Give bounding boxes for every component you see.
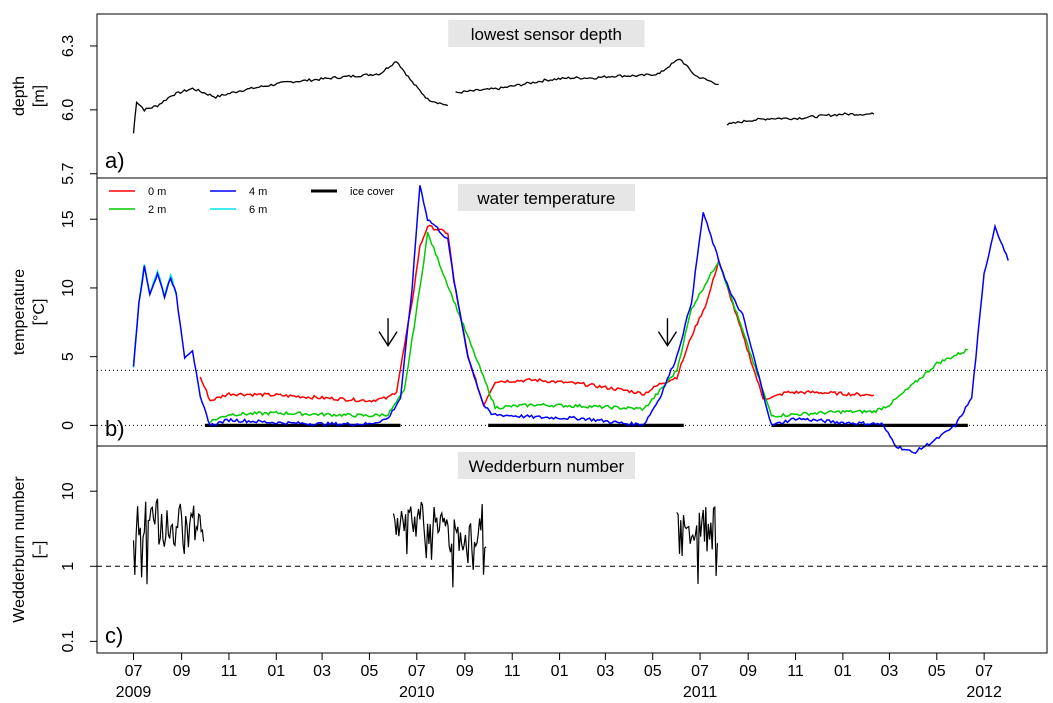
x-tick-label: 11 (787, 663, 804, 680)
series-line-1 (455, 58, 719, 94)
y-tick-label: 0.1 (60, 630, 77, 652)
series-line-0m (199, 224, 875, 407)
x-year-label: 2010 (399, 684, 435, 701)
y-tick-label: 5 (60, 352, 77, 361)
x-year-label: 2012 (966, 684, 1002, 701)
x-tick-label: 05 (361, 663, 379, 680)
series-line-0 (132, 498, 205, 585)
series-line-0 (132, 61, 449, 134)
series-line-4m (132, 185, 1009, 455)
panel-b: 0 5 10 15 temperature [°C] water temperature b)… (11, 177, 1048, 455)
x-tick-label: 09 (173, 663, 191, 680)
panel-title: water temperature (457, 184, 635, 211)
x-tick-label: 03 (313, 663, 331, 680)
x-tick-label: 01 (267, 663, 285, 680)
panel-letter: a) (105, 148, 125, 173)
legend-label: 2 m (148, 204, 166, 216)
legend-label: ice cover (350, 186, 394, 198)
y-axis-label: Wedderburn number (11, 476, 28, 623)
y-tick-label: 15 (60, 210, 77, 228)
panel-title: lowest sensor depth (448, 20, 645, 47)
annotation-arrow-head (657, 331, 678, 347)
x-tick-label: 09 (456, 663, 474, 680)
legend: 0 m 2 m 4 m 6 m ice cover (109, 186, 394, 216)
x-tick-label: 03 (596, 663, 614, 680)
panel-title: Wedderburn number (457, 452, 635, 479)
panel-title-box (457, 452, 635, 479)
y-tick-label: 10 (60, 279, 77, 297)
x-tick-label: 01 (551, 663, 569, 680)
series-line-1 (392, 501, 487, 588)
x-tick-label: 07 (691, 663, 709, 680)
x-year-label: 2009 (116, 684, 152, 701)
y-axis-unit: [°C] (31, 299, 48, 326)
x-tick-label: 07 (408, 663, 426, 680)
y-axis-label: temperature (11, 269, 28, 355)
series-line-2m (209, 231, 968, 424)
x-tick-label: 09 (739, 663, 757, 680)
y-tick-label: 5.7 (60, 163, 77, 185)
series-line-2 (726, 112, 875, 126)
panel-letter: c) (105, 623, 123, 648)
legend-label: 4 m (249, 186, 267, 198)
y-tick-label: 6.3 (60, 35, 77, 57)
x-tick-label: 01 (834, 663, 852, 680)
y-axis-unit: [–] (31, 541, 48, 559)
legend-label: 0 m (148, 186, 166, 198)
panel-title-box (448, 20, 645, 47)
annotation-arrow-head (378, 331, 398, 347)
panel-frame (96, 177, 1048, 447)
y-axis-label: depth (11, 76, 28, 116)
y-tick-label: 6.0 (60, 99, 77, 121)
x-axis: 07 09 11 01 03 05 07 09 11 01 03 05 07 09 11 01 03 05 07 20… (116, 652, 1002, 701)
panel-title-box (457, 184, 635, 211)
x-tick-label: 05 (644, 663, 662, 680)
y-axis-unit: [m] (31, 85, 48, 107)
panel-title-text: lowest sensor depth (471, 25, 622, 44)
panel-title-text: water temperature (476, 189, 615, 208)
x-tick-label: 07 (975, 663, 993, 680)
y-tick-label: 0 (60, 421, 77, 430)
x-tick-label: 11 (504, 663, 521, 680)
x-tick-label: 11 (221, 663, 238, 680)
x-tick-label: 07 (125, 663, 143, 680)
x-tick-label: 03 (881, 663, 899, 680)
y-tick-label: 10 (60, 482, 77, 500)
x-tick-label: 05 (928, 663, 946, 680)
y-tick-label: 1 (60, 562, 77, 571)
series-line-2 (676, 505, 718, 585)
panel-letter: b) (105, 416, 125, 441)
panel-title-text: Wedderburn number (469, 457, 625, 476)
panel-a: 5.7 6.0 6.3 depth [m] lowest sensor depth a) (11, 13, 1048, 185)
x-year-label: 2011 (683, 684, 718, 701)
legend-label: 6 m (249, 204, 267, 216)
